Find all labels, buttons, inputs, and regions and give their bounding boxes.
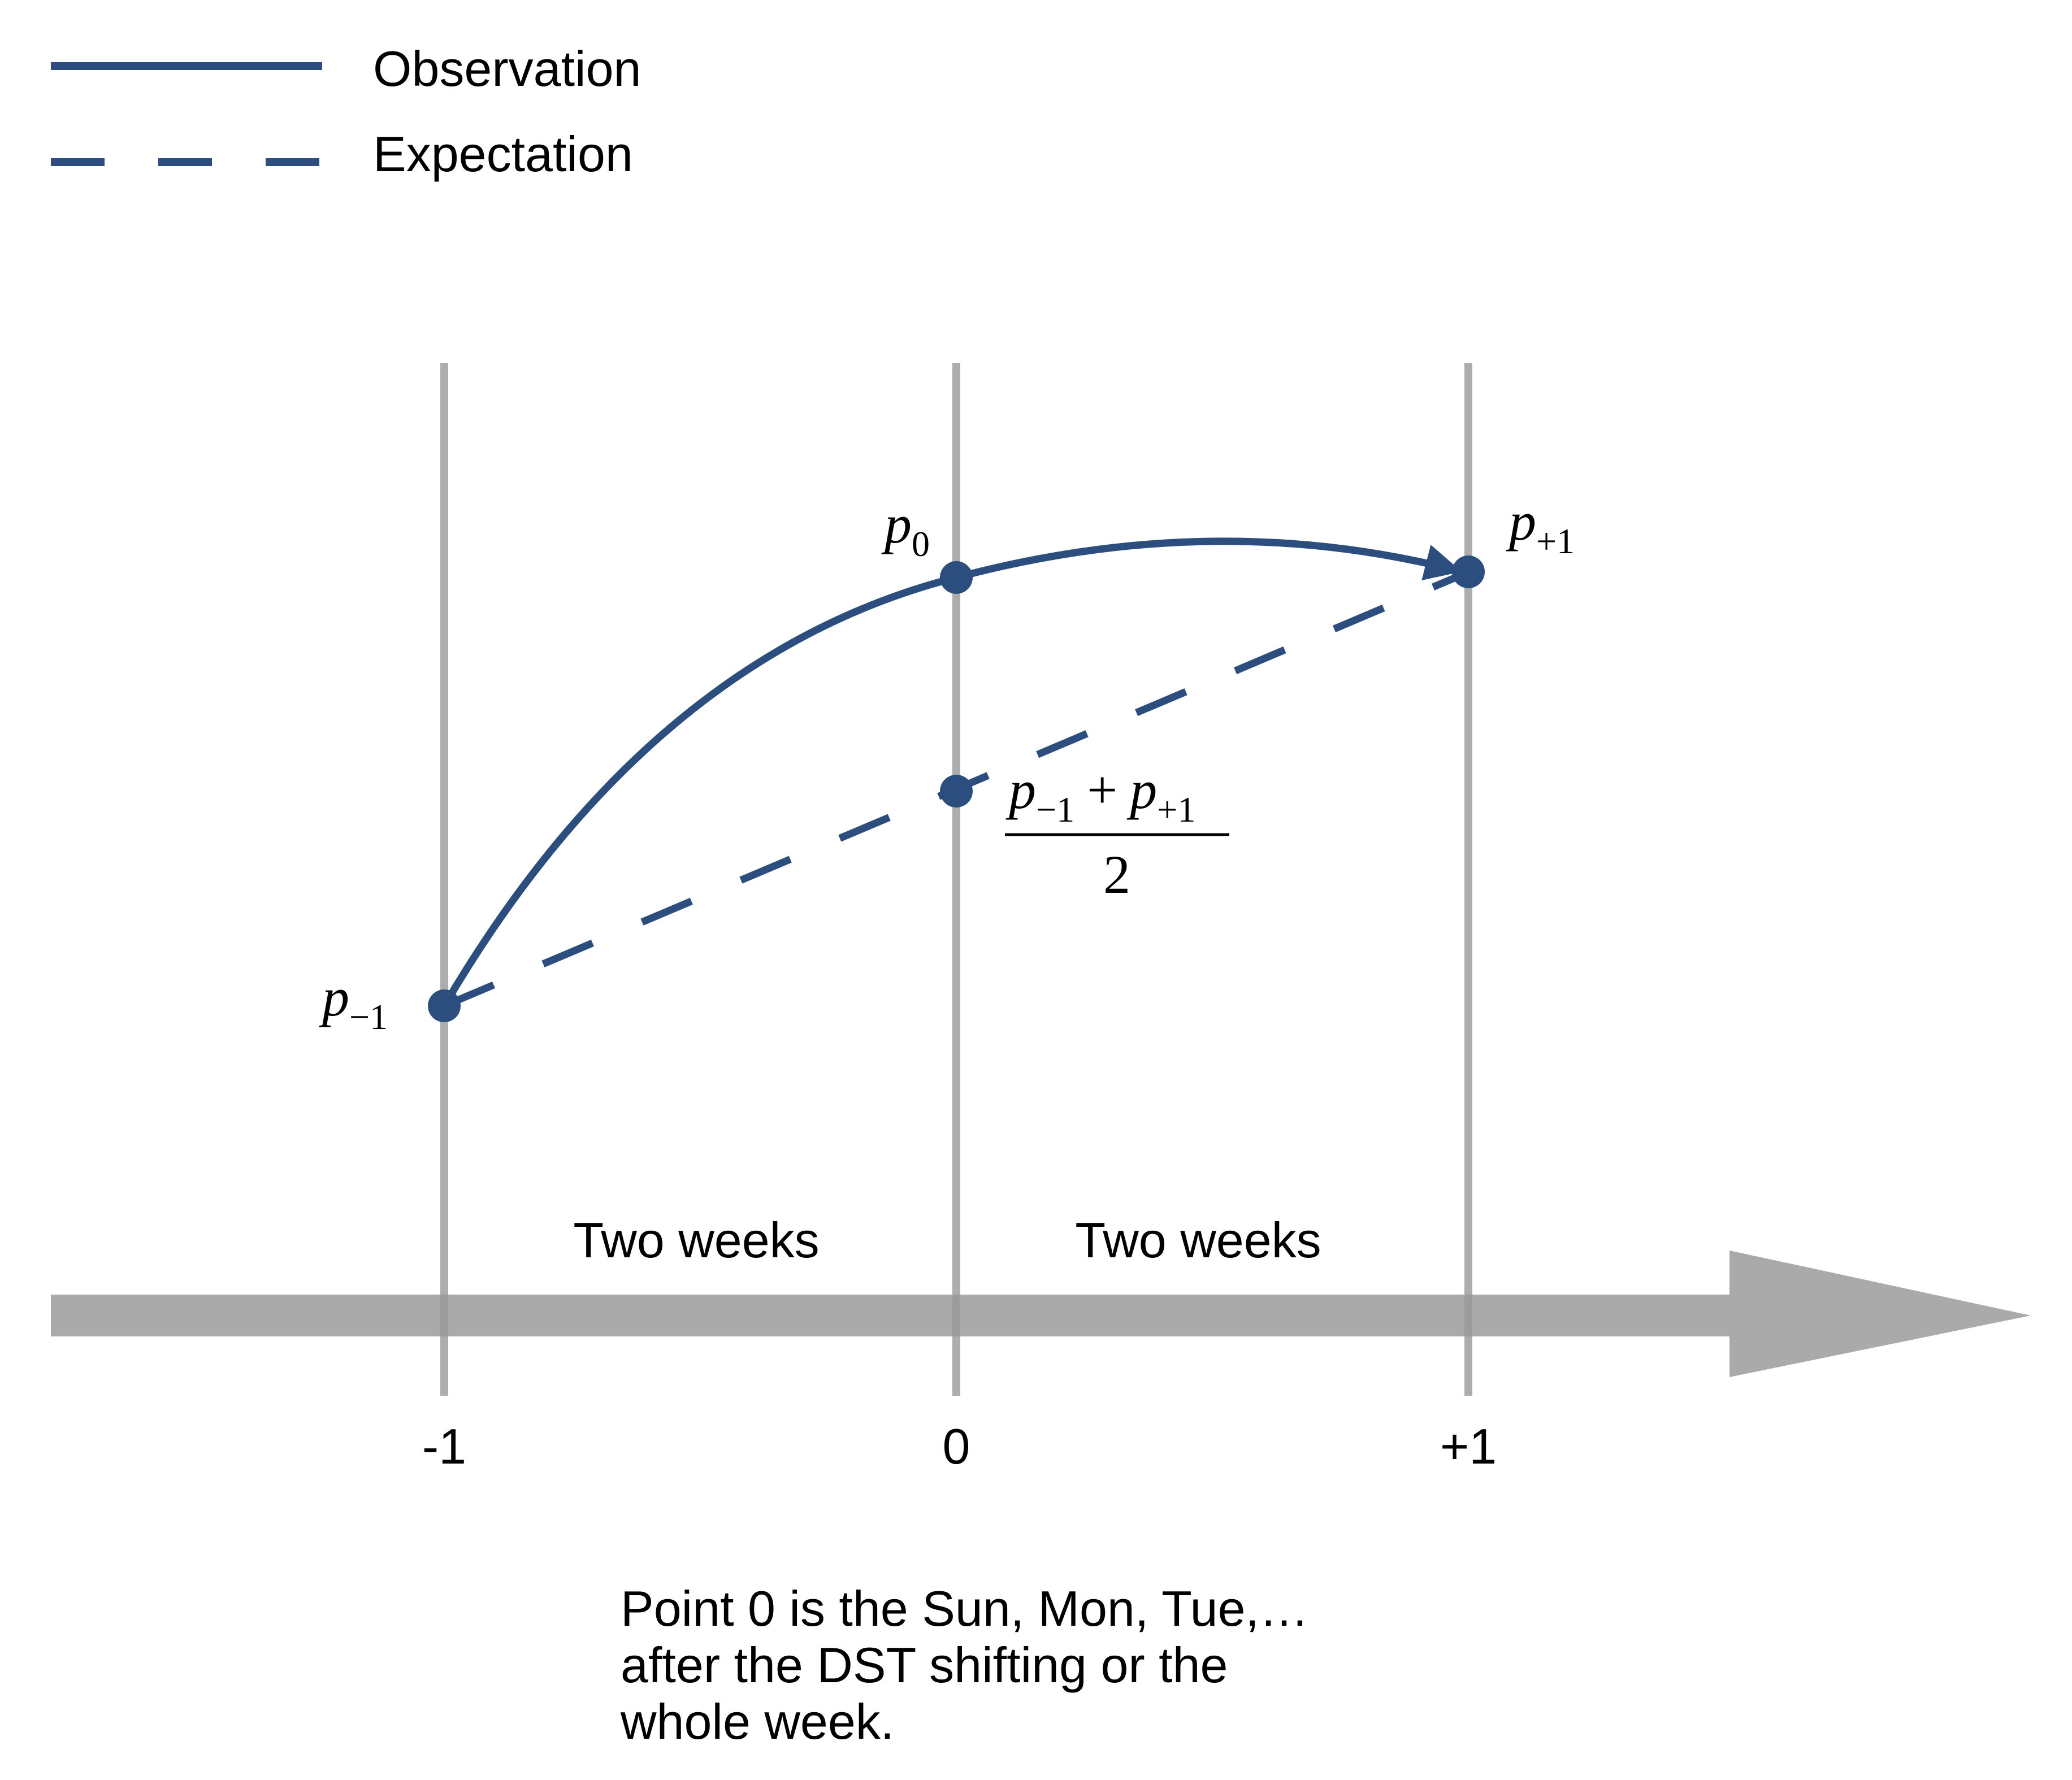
data-points bbox=[428, 555, 1485, 1022]
interval-label-left: Two weeks bbox=[573, 1212, 819, 1268]
legend-observation-label: Observation bbox=[373, 41, 641, 97]
timeline-arrowhead bbox=[1729, 1251, 2031, 1377]
tick-label-0: 0 bbox=[943, 1418, 970, 1474]
midpoint-fraction: p−1 + p+1 2 bbox=[1005, 759, 1229, 905]
point-p-minus1 bbox=[428, 989, 461, 1022]
caption-line-1: Point 0 is the Sun, Mon, Tue,… bbox=[621, 1581, 1309, 1636]
interval-label-right: Two weeks bbox=[1075, 1212, 1321, 1268]
point-midpoint bbox=[940, 775, 973, 807]
point-p0 bbox=[940, 561, 973, 594]
guide-lines bbox=[440, 363, 1472, 1396]
legend-expectation-label: Expectation bbox=[373, 126, 633, 182]
caption-line-3: whole week. bbox=[620, 1694, 894, 1749]
tick-label-plus1: +1 bbox=[1440, 1418, 1497, 1474]
point-p-plus1 bbox=[1452, 555, 1485, 588]
timeline bbox=[51, 1251, 2031, 1377]
observation-curve bbox=[441, 537, 1462, 1008]
caption-line-2: after the DST shifting or the bbox=[621, 1637, 1228, 1693]
legend: Observation Expectation bbox=[51, 41, 641, 182]
label-p0: p0 bbox=[881, 494, 930, 564]
label-p-plus1: p+1 bbox=[1506, 491, 1575, 561]
tick-label-minus1: -1 bbox=[422, 1418, 466, 1474]
fraction-denominator: 2 bbox=[1103, 844, 1130, 905]
caption-note: Point 0 is the Sun, Mon, Tue,… after the… bbox=[620, 1581, 1309, 1749]
fraction-numerator: p−1 + p+1 bbox=[1005, 759, 1195, 830]
label-p-minus1: p−1 bbox=[319, 967, 388, 1037]
timeline-shaft bbox=[51, 1295, 1741, 1336]
